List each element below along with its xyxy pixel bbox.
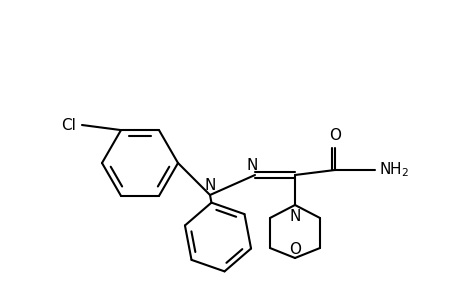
Text: O: O <box>328 128 340 143</box>
Text: N: N <box>246 158 257 173</box>
Text: N: N <box>289 209 300 224</box>
Text: Cl: Cl <box>61 118 76 133</box>
Text: N: N <box>204 178 215 193</box>
Text: O: O <box>288 242 300 257</box>
Text: NH$_2$: NH$_2$ <box>378 161 409 179</box>
